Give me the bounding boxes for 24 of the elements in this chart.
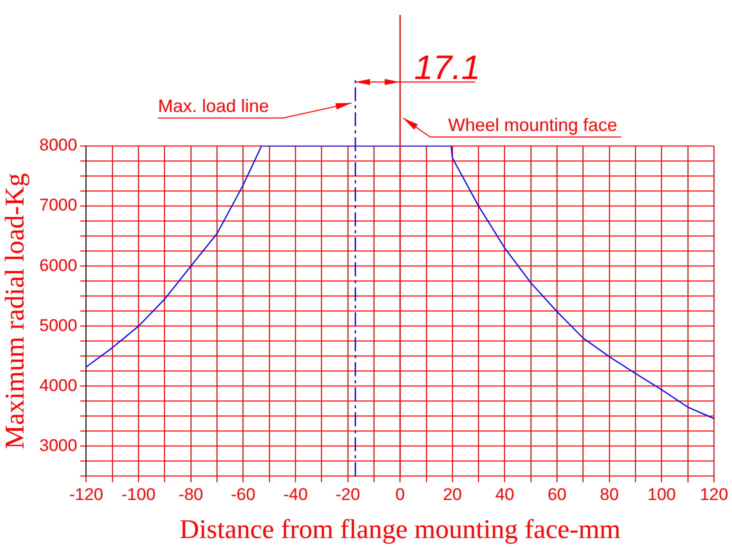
x-tick-label: -120: [69, 485, 104, 504]
ref-line-label: Max. load line: [158, 96, 270, 116]
x-tick-label: 20: [442, 485, 462, 504]
y-tick-label: 4000: [39, 376, 78, 395]
x-tick-label: -100: [122, 485, 156, 504]
y-axis-title: Maximum radial load-Kg: [0, 173, 30, 450]
x-tick-label: -40: [283, 485, 308, 504]
x-tick-label: 60: [548, 485, 567, 504]
x-tick-label: -80: [178, 485, 204, 504]
y-tick-label: 7000: [39, 196, 78, 215]
x-tick-label: 80: [600, 485, 619, 504]
x-tick-label: 0: [395, 485, 405, 504]
y-tick-label: 8000: [39, 136, 78, 155]
x-axis-title: Distance from flange mounting face-mm: [180, 514, 621, 544]
y-tick-label: 5000: [39, 316, 78, 335]
x-tick-label: -60: [230, 485, 256, 504]
x-tick-label: 100: [647, 485, 676, 504]
y-tick-label: 3000: [39, 436, 78, 455]
x-tick-label: 120: [700, 485, 728, 504]
text: 17.1: [414, 49, 480, 87]
x-tick-label: -20: [336, 485, 360, 504]
y-tick-label: 6000: [39, 256, 78, 275]
x-tick-label: 40: [495, 485, 514, 504]
ref-line-label: Wheel mounting face: [448, 115, 618, 135]
